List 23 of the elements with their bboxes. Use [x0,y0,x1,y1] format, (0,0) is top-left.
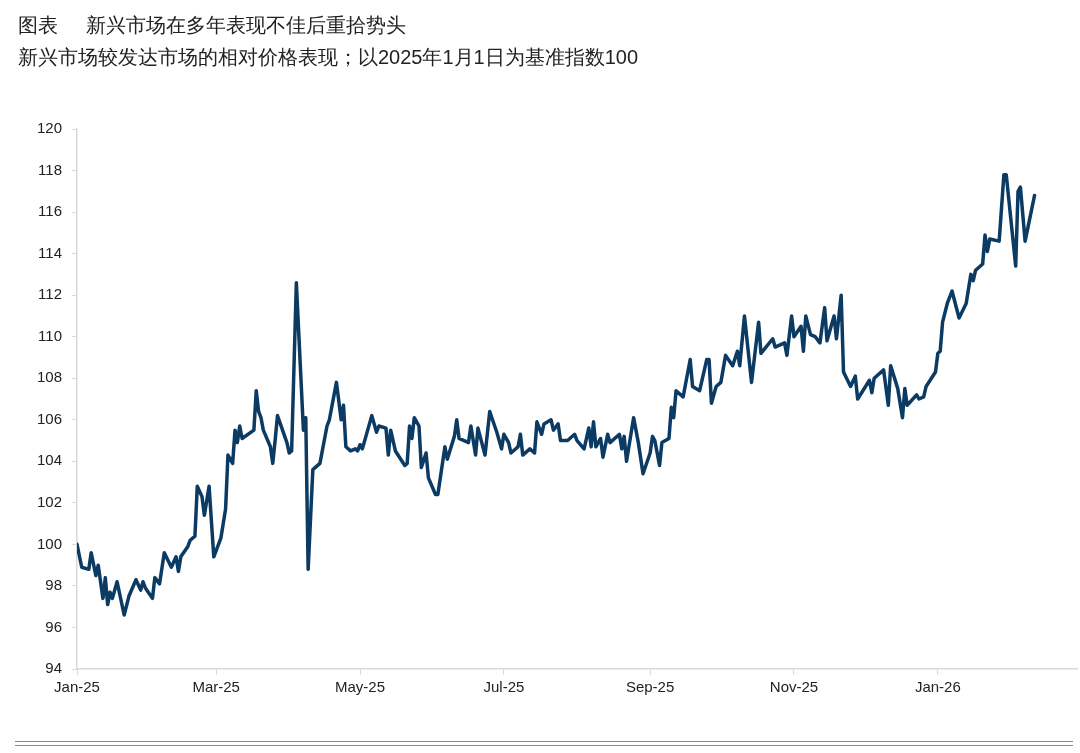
y-tick-label: 116 [38,202,62,220]
x-tick-label: Jan-25 [54,678,100,696]
y-tick-label: 120 [36,119,62,137]
y-tick-label: 94 [45,659,62,677]
y-tick-label: 118 [38,160,62,178]
y-tick-label: 108 [36,368,62,386]
y-tick-label: 112 [38,285,62,303]
x-tick-label: Mar-25 [192,678,240,696]
y-tick-label: 102 [36,492,62,510]
x-tick-label: Jul-25 [483,678,525,696]
y-tick-label: 114 [38,243,62,261]
x-tick-label: Sep-25 [625,678,675,696]
chart-subtitle: 新兴市场较发达市场的相对价格表现；以2025年1月1日为基准指数100 [18,45,639,70]
y-tick-label: 96 [45,617,62,635]
y-tick-label: 100 [36,534,62,552]
y-tick-label: 110 [38,326,62,344]
y-tick-label: 106 [36,409,62,427]
y-tick-label: 104 [36,451,62,469]
x-tick-label: May-25 [335,678,386,696]
x-tick-label: Nov-25 [769,678,819,696]
x-tick-label: Jan-26 [914,678,961,696]
y-tick-label: 98 [45,576,62,594]
chart-title: 图表 新兴市场在多年表现不佳后重拾势头 [18,13,406,38]
